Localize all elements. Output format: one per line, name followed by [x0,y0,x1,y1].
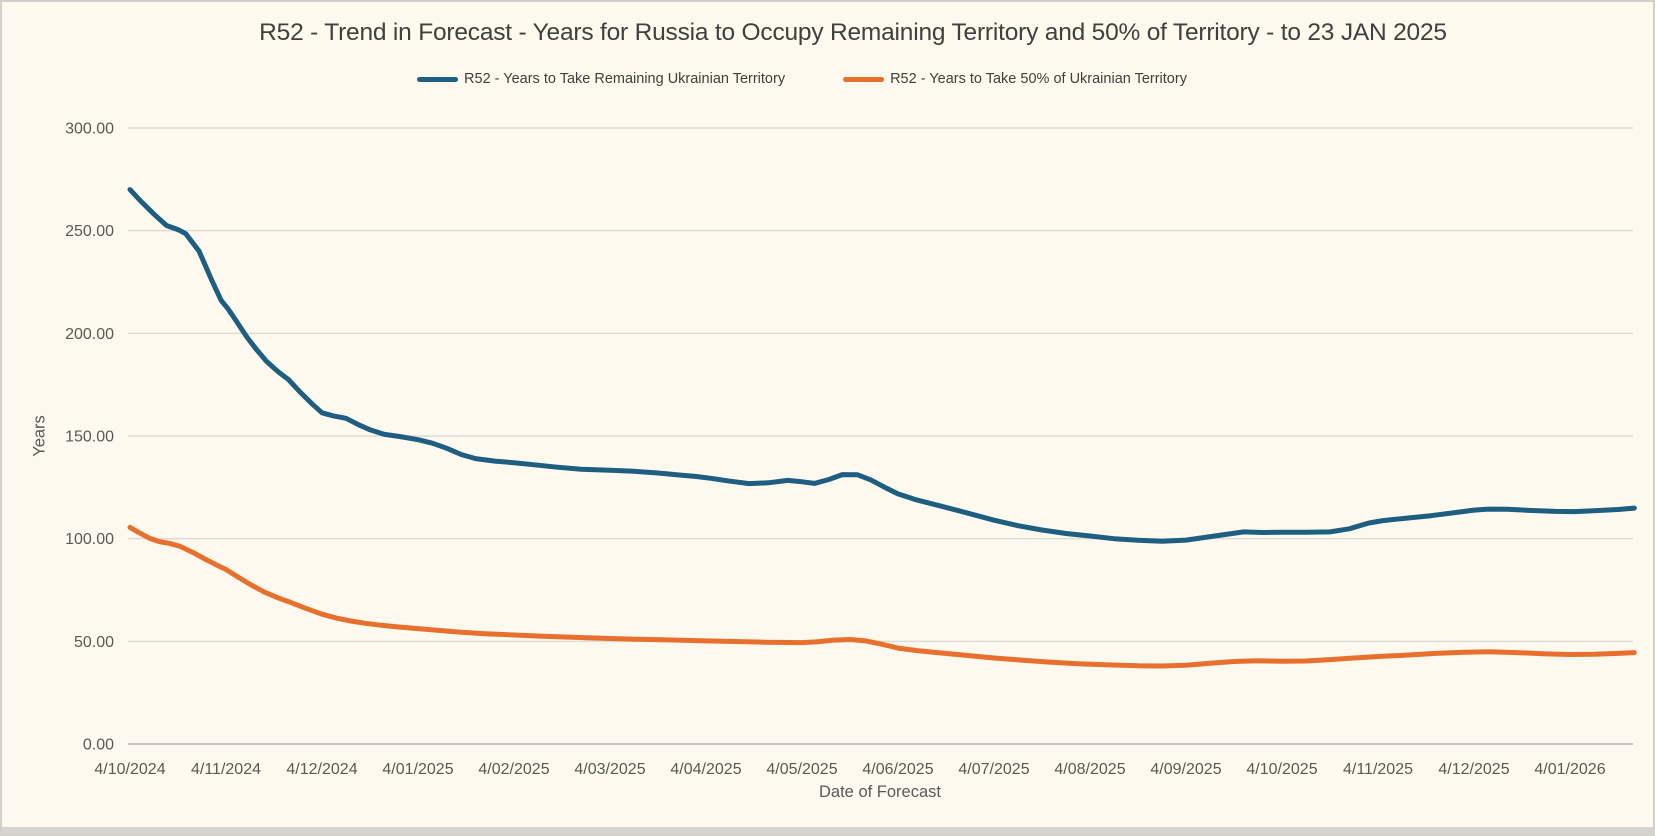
legend-line-swatch-orange [843,76,885,82]
y-tick-label: 250.00 [65,223,114,240]
x-tick-label: 4/12/2024 [286,761,357,778]
x-tick-label: 4/05/2025 [766,761,837,778]
x-tick-label: 4/01/2026 [1534,761,1605,778]
legend-item-50pct-territory[interactable]: R52 - Years to Take 50% of Ukrainian Ter… [843,71,1187,87]
x-tick-label: 4/08/2025 [1054,761,1125,778]
legend: R52 - Years to Take Remaining Ukrainian … [417,71,1187,87]
y-tick-label: 200.00 [65,326,114,343]
chart-title[interactable]: R52 - Trend in Forecast - Years for Russ… [259,19,1447,46]
y-axis-title: Years [30,415,49,457]
series-line-50pct-territory[interactable] [127,524,1637,669]
x-tick-label: 4/10/2024 [94,761,165,778]
x-tick-label: 4/01/2025 [382,761,453,778]
x-tick-label: 4/10/2025 [1246,761,1317,778]
x-axis-title: Date of Forecast [819,783,941,801]
y-tick-label: 50.00 [74,634,114,651]
x-tick-label: 4/03/2025 [574,761,645,778]
y-tick-label: 300.00 [65,121,114,138]
x-tick-label: 4/06/2025 [862,761,933,778]
series-line-remaining-territory[interactable] [127,187,1637,544]
bottom-window-edge [2,827,1653,834]
legend-item-remaining-territory[interactable]: R52 - Years to Take Remaining Ukrainian … [417,71,785,87]
legend-label-50pct-territory: R52 - Years to Take 50% of Ukrainian Ter… [890,71,1187,87]
x-tick-label: 4/11/2024 [191,761,261,778]
x-tick-label: 4/07/2025 [958,761,1029,778]
x-tick-label: 4/02/2025 [478,761,549,778]
legend-label-remaining-territory: R52 - Years to Take Remaining Ukrainian … [464,71,786,87]
x-tick-label: 4/11/2025 [1343,761,1413,778]
legend-line-swatch-blue [417,76,459,82]
y-tick-label: 100.00 [65,531,114,548]
x-tick-label: 4/09/2025 [1150,761,1221,778]
y-tick-label: 0.00 [83,737,114,754]
x-tick-label: 4/04/2025 [670,761,741,778]
x-tick-label: 4/12/2025 [1438,761,1509,778]
y-tick-label: 150.00 [65,429,114,446]
